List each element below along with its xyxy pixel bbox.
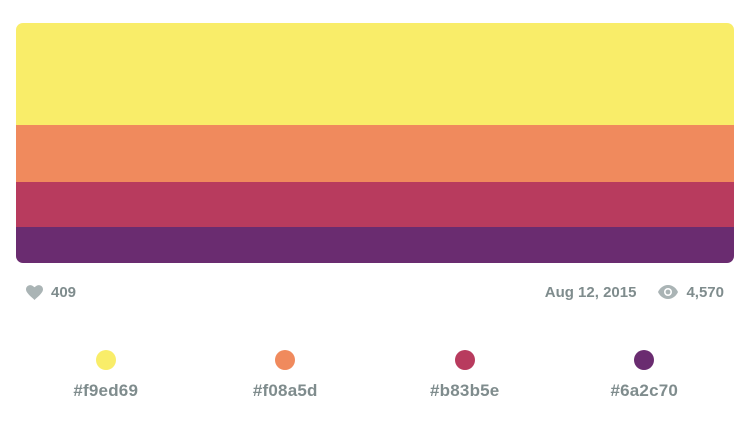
palette-band-3[interactable] — [16, 182, 734, 227]
swatch-hex[interactable]: #6a2c70 — [610, 381, 679, 400]
swatch-hex[interactable]: #f08a5d — [252, 381, 318, 400]
swatch-list: #f9ed69 #f08a5d #b83b5e #6a2c70 — [16, 350, 734, 401]
palette-date: Aug 12, 2015 — [544, 283, 637, 301]
swatch-dot[interactable] — [634, 350, 655, 370]
swatch-2[interactable]: #f08a5d — [196, 350, 376, 401]
swatch-3[interactable]: #b83b5e — [375, 350, 555, 401]
palette-band-1[interactable] — [16, 23, 734, 125]
color-palette[interactable] — [16, 23, 734, 263]
swatch-4[interactable]: #6a2c70 — [555, 350, 735, 401]
meta-right: Aug 12, 2015 4,570 — [545, 284, 724, 301]
swatch-hex[interactable]: #b83b5e — [430, 381, 500, 400]
palette-band-4[interactable] — [16, 227, 734, 263]
eye-icon — [658, 285, 679, 299]
heart-icon[interactable] — [26, 284, 43, 300]
swatch-1[interactable]: #f9ed69 — [16, 350, 196, 401]
likes-count: 409 — [51, 283, 77, 301]
like-button[interactable]: 409 — [26, 284, 76, 301]
swatch-dot[interactable] — [275, 350, 296, 370]
swatch-dot[interactable] — [95, 350, 116, 370]
views: 4,570 — [658, 284, 724, 301]
palette-meta: 409 Aug 12, 2015 4,570 — [26, 281, 724, 303]
palette-band-2[interactable] — [16, 125, 734, 182]
swatch-dot[interactable] — [454, 350, 475, 370]
swatch-hex[interactable]: #f9ed69 — [73, 381, 139, 400]
views-count: 4,570 — [686, 283, 724, 301]
